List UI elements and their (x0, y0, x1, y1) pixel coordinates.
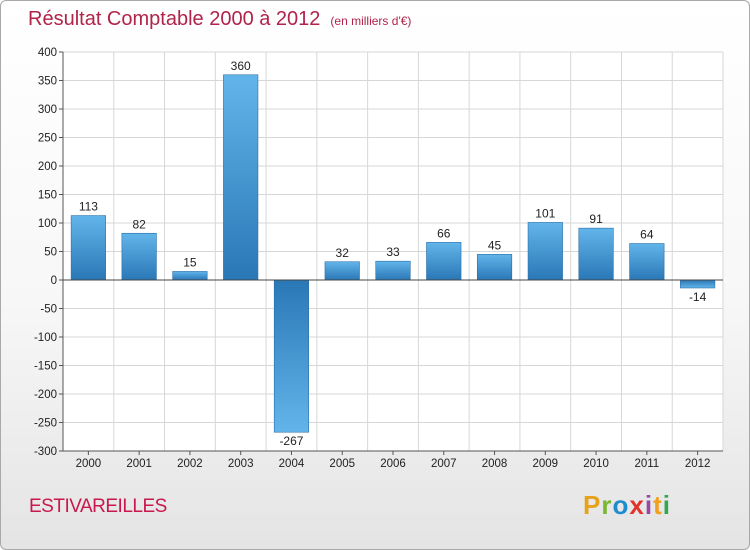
data-label-2010: 91 (589, 212, 603, 226)
bar-2010[interactable] (578, 227, 614, 281)
x-tick-label: 2009 (533, 458, 559, 470)
y-tick-label: -300 (34, 446, 57, 458)
x-tick-label: 2007 (431, 458, 457, 470)
x-tick-label: 2004 (279, 458, 305, 470)
y-tick-label: 250 (38, 133, 57, 145)
y-tick-label: 300 (38, 104, 57, 116)
bar-2001[interactable] (121, 232, 157, 281)
x-tick-label: 2008 (482, 458, 508, 470)
x-tick-label: 2012 (685, 458, 711, 470)
logo-letter: i (644, 490, 654, 520)
data-label-2009: 101 (535, 206, 555, 220)
bar-2012[interactable] (680, 279, 716, 289)
logo-letter: r (601, 490, 613, 520)
data-label-2011: 64 (640, 228, 654, 242)
data-label-2001: 82 (132, 217, 146, 231)
x-tick-label: 2010 (583, 458, 609, 470)
data-label-2005: 32 (336, 246, 350, 260)
y-tick-label: -200 (34, 389, 57, 401)
y-tick-label: 100 (38, 218, 57, 230)
logo-letter: t (653, 490, 663, 520)
logo-letter: o (612, 490, 630, 520)
bar-2008[interactable] (476, 254, 513, 281)
chart-title-text: Résultat Comptable 2000 à 2012 (28, 8, 321, 30)
data-label-2004: -267 (279, 434, 303, 448)
x-tick-label: 2001 (126, 458, 152, 470)
data-label-2003: 360 (231, 59, 251, 73)
x-tick-label: 2005 (329, 458, 355, 470)
bar-2002[interactable] (172, 271, 208, 281)
commune-name: ESTIVAREILLES (29, 496, 167, 517)
data-label-2007: 66 (437, 226, 451, 240)
x-tick-label: 2002 (177, 458, 203, 470)
y-tick-label: 150 (38, 190, 57, 202)
x-tick-label: 2003 (228, 458, 254, 470)
bar-2004[interactable] (273, 279, 310, 433)
x-tick-label: 2000 (76, 458, 102, 470)
proxiti-logo[interactable]: Proxiti (583, 490, 671, 521)
bar-2000[interactable] (70, 215, 106, 281)
bar-2007[interactable] (426, 242, 462, 281)
logo-letter: P (583, 490, 602, 520)
y-tick-label: -250 (34, 418, 57, 430)
bar-2003[interactable] (223, 74, 259, 281)
y-tick-label: 50 (44, 247, 57, 259)
y-tick-label: -50 (40, 304, 57, 316)
logo-letter: i (662, 490, 671, 520)
data-label-2006: 33 (386, 245, 400, 259)
chart-unit: (en milliers d'€) (330, 14, 412, 28)
y-tick-label: 350 (38, 76, 57, 88)
chart-title: Résultat Comptable 2000 à 2012 (en millie… (28, 8, 411, 31)
logo-letter: x (629, 490, 645, 520)
y-tick-label: 400 (38, 47, 57, 59)
x-tick-label: 2006 (380, 458, 406, 470)
y-tick-label: 0 (51, 275, 57, 287)
y-tick-label: -150 (34, 361, 57, 373)
bar-2006[interactable] (375, 260, 411, 281)
y-tick-label: 200 (38, 161, 57, 173)
data-label-2008: 45 (488, 238, 502, 252)
data-label-2002: 15 (183, 255, 197, 269)
bar-2011[interactable] (629, 243, 665, 281)
bar-2009[interactable] (527, 222, 563, 281)
y-tick-label: -100 (34, 332, 57, 344)
x-tick-label: 2011 (634, 458, 659, 470)
data-label-2000: 113 (79, 200, 98, 214)
data-label-2012: -14 (689, 290, 707, 304)
bar-2005[interactable] (324, 261, 360, 281)
